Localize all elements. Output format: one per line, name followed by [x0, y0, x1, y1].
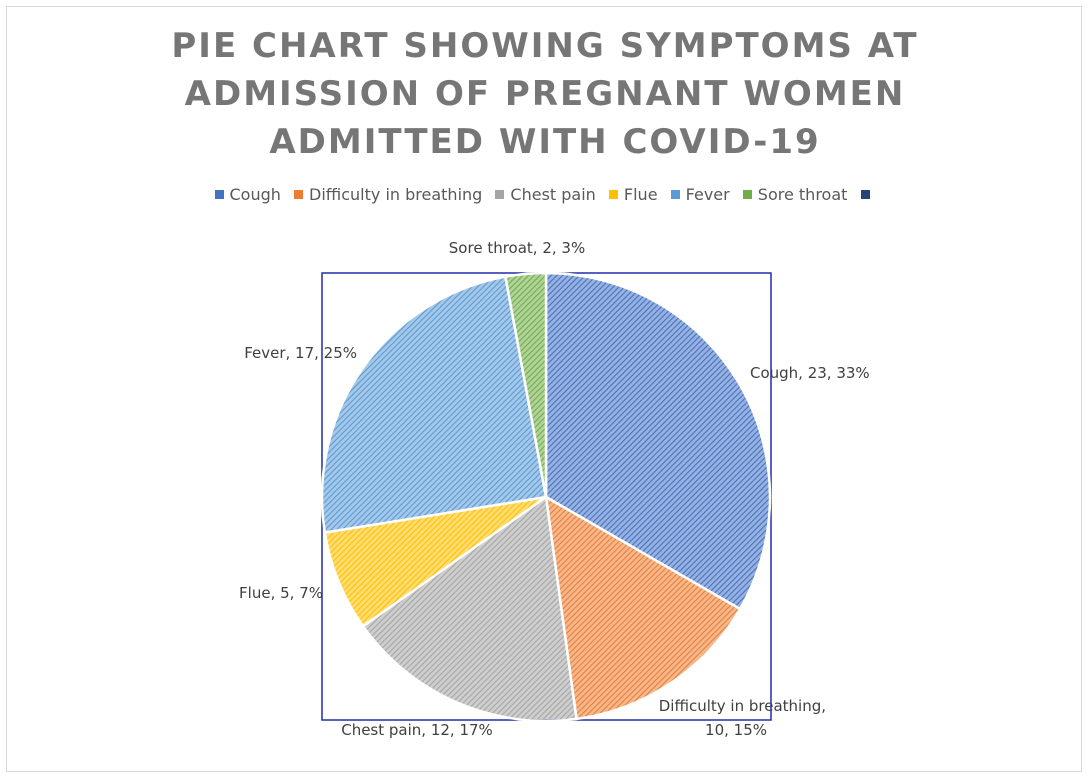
legend-label-cough: Cough: [229, 185, 281, 204]
data-labels: Cough, 23, 33% Difficulty in breathing, …: [239, 239, 870, 739]
chart-title-line-1: PIE CHART SHOWING SYMPTOMS AT: [171, 26, 919, 66]
legend-item-unlabeled: [860, 185, 876, 204]
pie-slice-difficulty-in-breathing: [544, 494, 742, 721]
legend-swatch-flue: [608, 190, 618, 199]
legend-label-chest-pain: Chest pain: [510, 185, 596, 204]
legend-swatch-chest-pain: [495, 190, 505, 199]
legend-swatch-sore-throat: [742, 190, 752, 199]
chart-legend: Cough Difficulty in breathing Chest pain…: [0, 185, 1090, 204]
pie-slice-fever: [320, 275, 548, 534]
legend-item-difficulty-in-breathing: Difficulty in breathing: [294, 185, 482, 204]
legend-swatch-unlabeled: [860, 190, 870, 199]
pie-slices: [320, 271, 772, 723]
data-label-sore-throat: Sore throat, 2, 3%: [449, 239, 585, 257]
legend-swatch-difficulty-in-breathing: [294, 190, 303, 199]
pie-slice-cough: [544, 271, 772, 611]
data-label-cough: Cough, 23, 33%: [750, 364, 870, 382]
data-label-difficulty-in-breathing-line-1: Difficulty in breathing,: [659, 697, 826, 715]
legend-label-difficulty-in-breathing: Difficulty in breathing: [309, 185, 483, 204]
legend-item-fever: Fever: [670, 185, 730, 204]
legend-label-sore-throat: Sore throat: [757, 185, 848, 204]
legend-item-chest-pain: Chest pain: [495, 185, 596, 204]
legend-item-cough: Cough: [214, 185, 281, 204]
pie-slice-chest-pain: [361, 494, 578, 723]
chart-title-line-2: ADMISSION OF PREGNANT WOMEN: [184, 74, 906, 114]
pie-slice-sore-throat: [503, 271, 548, 498]
legend-item-sore-throat: Sore throat: [742, 185, 848, 204]
data-label-chest-pain: Chest pain, 12, 17%: [341, 721, 493, 739]
data-label-fever: Fever, 17, 25%: [244, 344, 357, 362]
data-label-difficulty-in-breathing-line-2: 10, 15%: [705, 721, 767, 739]
pie-slice-flue: [323, 495, 547, 628]
legend-swatch-fever: [670, 190, 680, 199]
legend-label-flue: Flue: [623, 185, 658, 204]
chart-title: PIE CHART SHOWING SYMPTOMS AT ADMISSION …: [0, 22, 1090, 166]
legend-label-fever: Fever: [685, 185, 730, 204]
legend-item-flue: Flue: [608, 185, 658, 204]
chart-title-line-3: ADMITTED WITH COVID-19: [269, 122, 821, 162]
data-label-flue: Flue, 5, 7%: [239, 584, 323, 602]
legend-swatch-cough: [214, 190, 224, 199]
